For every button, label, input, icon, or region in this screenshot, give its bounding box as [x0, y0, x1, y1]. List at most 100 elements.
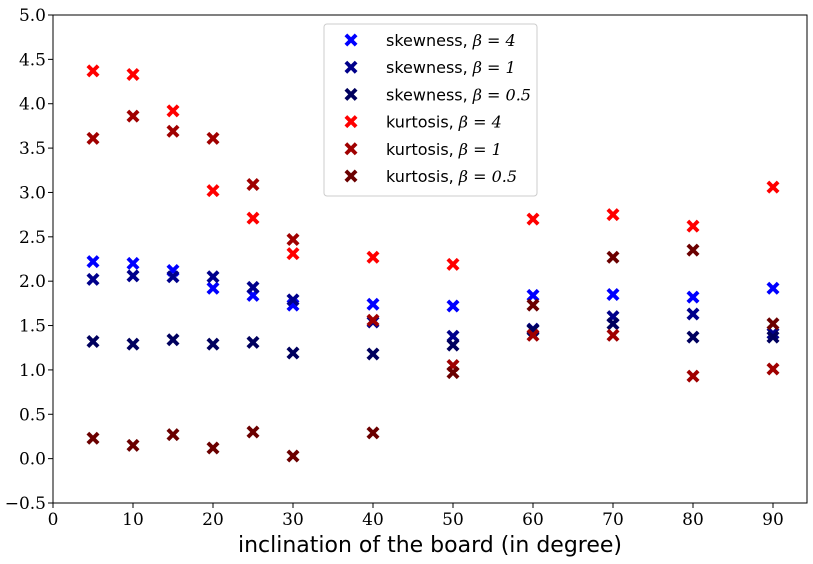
legend-marker — [344, 60, 358, 74]
data-point — [246, 177, 260, 191]
data-point — [166, 428, 180, 442]
data-point — [526, 298, 540, 312]
legend-label: kurtosis, β = 0.5 — [386, 167, 517, 186]
y-tick-label: 0.5 — [19, 405, 46, 425]
data-point — [446, 299, 460, 313]
plot-frame — [52, 14, 808, 504]
legend-label: skewness, β = 4 — [386, 31, 516, 50]
data-point — [366, 297, 380, 311]
legend-label-text: skewness, — [386, 58, 468, 77]
data-point — [86, 255, 100, 269]
data-point — [286, 449, 300, 463]
data-point — [166, 124, 180, 138]
data-marks — [86, 64, 780, 463]
x-tick-label: 0 — [48, 510, 59, 530]
data-point — [86, 272, 100, 286]
legend-marker — [344, 169, 358, 183]
legend-marker — [344, 33, 358, 47]
x-axis-label: inclination of the board (in degree) — [238, 533, 622, 558]
data-point — [86, 131, 100, 145]
y-tick-label: 4.5 — [19, 50, 46, 70]
data-point — [166, 333, 180, 347]
data-point — [126, 109, 140, 123]
data-point — [766, 362, 780, 376]
y-tick-label: 0.0 — [19, 450, 46, 470]
legend-frame — [323, 23, 538, 197]
x-tick-label: 80 — [682, 510, 704, 530]
y-tick-label: −0.5 — [5, 494, 46, 514]
legend-label: kurtosis, β = 1 — [386, 140, 502, 159]
data-point — [766, 281, 780, 295]
x-tick-label: 50 — [442, 510, 464, 530]
data-point — [686, 369, 700, 383]
data-point — [766, 180, 780, 194]
data-point — [166, 104, 180, 118]
x-tick-label: 60 — [522, 510, 544, 530]
legend-label-math: β = 4 — [458, 113, 502, 132]
data-point — [526, 288, 540, 302]
data-point — [766, 317, 780, 331]
legend-label: kurtosis, β = 4 — [386, 113, 502, 132]
data-point — [126, 256, 140, 270]
legend-label-text: skewness, — [386, 85, 468, 104]
data-point — [246, 280, 260, 294]
legend-label-text: kurtosis, — [386, 167, 454, 186]
legend-label-math: β = 1 — [472, 58, 516, 77]
legend-label: skewness, β = 1 — [386, 58, 516, 77]
data-point — [686, 290, 700, 304]
data-point — [606, 317, 620, 331]
x-tick-label: 90 — [762, 510, 784, 530]
series-0 — [86, 255, 780, 313]
x-tick-label: 30 — [282, 510, 304, 530]
y-tick-label: 4.0 — [19, 95, 46, 115]
data-point — [286, 232, 300, 246]
data-point — [206, 441, 220, 455]
series-4 — [86, 109, 780, 383]
data-point — [766, 330, 780, 344]
x-tick-label: 70 — [602, 510, 624, 530]
data-point — [286, 247, 300, 261]
data-point — [686, 330, 700, 344]
legend-label-text: skewness, — [386, 31, 468, 50]
data-point — [686, 219, 700, 233]
data-point — [126, 269, 140, 283]
y-tick-label: 2.0 — [19, 272, 46, 292]
data-point — [86, 335, 100, 349]
series-2 — [86, 317, 780, 361]
series-5 — [86, 243, 780, 463]
data-point — [686, 243, 700, 257]
data-point — [206, 184, 220, 198]
data-point — [86, 64, 100, 78]
data-point — [246, 211, 260, 225]
legend-label-math: β = 4 — [472, 31, 516, 50]
data-point — [366, 313, 380, 327]
legend-label: skewness, β = 0.5 — [386, 85, 531, 104]
y-tick-label: 3.5 — [19, 139, 46, 159]
data-point — [206, 337, 220, 351]
data-point — [606, 208, 620, 222]
data-point — [526, 328, 540, 342]
data-point — [366, 426, 380, 440]
data-point — [206, 281, 220, 295]
y-tick-label: 3.0 — [19, 183, 46, 203]
data-point — [606, 250, 620, 264]
y-axis-ticks: −0.5 0.0 0.5 1.0 1.5 2.0 2.5 3.0 3.5 4.0 4.5 5.0 — [5, 6, 53, 514]
series-3 — [86, 64, 780, 271]
x-axis-ticks: 0 10 20 30 40 50 60 70 80 90 — [48, 503, 784, 530]
data-point — [366, 250, 380, 264]
data-point — [446, 257, 460, 271]
legend-label-math: β = 1 — [458, 140, 502, 159]
data-point — [206, 270, 220, 284]
legend-marker — [344, 87, 358, 101]
data-point — [766, 327, 780, 341]
data-point — [126, 438, 140, 452]
data-point — [206, 131, 220, 145]
legend-marker — [344, 142, 358, 156]
x-tick-label: 20 — [202, 510, 224, 530]
data-point — [286, 346, 300, 360]
y-tick-label: 5.0 — [19, 6, 46, 26]
y-tick-label: 1.5 — [19, 317, 46, 337]
legend-label-text: kurtosis, — [386, 140, 454, 159]
data-point — [86, 431, 100, 445]
